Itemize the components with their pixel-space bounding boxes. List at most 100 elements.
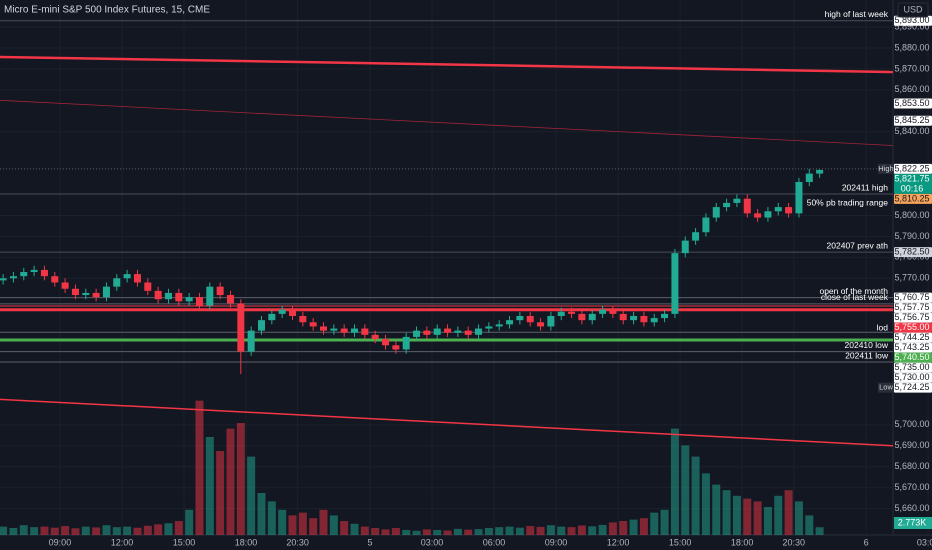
price-tag xyxy=(894,362,932,373)
y-tick-label: 5,670.00 xyxy=(894,482,929,492)
volume-bar xyxy=(319,509,328,535)
candle-body xyxy=(433,328,441,335)
candle-body xyxy=(661,313,669,319)
volume-bar xyxy=(185,509,194,535)
price-tag xyxy=(894,352,932,363)
volume-bar xyxy=(577,525,586,535)
candle-body xyxy=(444,328,452,333)
volume-bar xyxy=(763,507,772,535)
volume-bar xyxy=(691,456,700,535)
candle-body xyxy=(774,207,782,212)
volume-bar xyxy=(412,530,421,535)
price-tag-title: Low xyxy=(879,383,893,392)
candle-body xyxy=(175,292,183,302)
level-label: 50% pb trading range xyxy=(807,197,889,207)
x-tick-label: 12:00 xyxy=(607,537,630,547)
currency[interactable]: USD xyxy=(903,4,923,14)
volume-bar xyxy=(402,529,411,535)
volume-bar xyxy=(81,526,90,535)
volume-bar xyxy=(505,526,514,535)
candle-body xyxy=(361,328,369,335)
x-tick-label: 20:30 xyxy=(286,537,309,547)
volume-bar xyxy=(205,437,214,535)
volume-bar xyxy=(195,400,204,535)
price-tag-label: 5,724.25 xyxy=(894,382,929,392)
candles xyxy=(0,168,824,375)
volume-bar xyxy=(422,529,431,535)
candle-body xyxy=(743,198,751,214)
price-tag xyxy=(894,193,932,204)
candle-body xyxy=(423,330,431,335)
x-tick-label: 03:00 xyxy=(917,537,932,547)
volume-bar xyxy=(61,526,70,535)
level-label: 202411 high xyxy=(842,182,888,192)
candle-body xyxy=(681,240,689,254)
volume-bar xyxy=(526,526,535,535)
volume-bar xyxy=(143,525,152,535)
volume-bar xyxy=(350,523,359,535)
volume-bar xyxy=(794,501,803,535)
candle-body xyxy=(392,345,400,350)
candle-body xyxy=(185,297,193,302)
volume-bar xyxy=(629,519,638,535)
price-tag xyxy=(894,115,932,126)
volume-bar xyxy=(381,529,390,535)
grid xyxy=(0,0,928,535)
candle-body xyxy=(464,330,472,335)
candle-body xyxy=(247,330,255,352)
price-tag xyxy=(894,173,932,194)
trendline xyxy=(0,99,894,146)
candle-body xyxy=(454,330,462,333)
candle-body xyxy=(133,274,141,283)
price-tag-label: 5,757.75 xyxy=(894,302,929,312)
volume-bar xyxy=(515,527,524,535)
volume-bar xyxy=(340,521,349,535)
volume-bar xyxy=(608,522,617,535)
price-tag-label: 5,744.25 xyxy=(894,332,929,342)
x-tick-label: 5 xyxy=(368,537,373,547)
volume-bar xyxy=(722,490,731,535)
volume-bar xyxy=(588,526,597,535)
candle-body xyxy=(816,169,824,174)
volume-bar xyxy=(298,512,307,535)
x-tick-label: 6 xyxy=(864,537,869,547)
candle-body xyxy=(82,292,90,296)
x-tick-label: 20:30 xyxy=(783,537,806,547)
candle-body xyxy=(547,315,555,327)
price-tag xyxy=(894,312,932,323)
volume-bar xyxy=(133,527,142,535)
volume-bar xyxy=(226,428,235,535)
price-tag-title: High xyxy=(878,164,893,173)
volume-bar xyxy=(650,512,659,535)
y-tick-label: 5,890.00 xyxy=(894,21,929,31)
level-label: open of the month xyxy=(819,286,888,296)
candle-body xyxy=(568,311,576,314)
candle-body xyxy=(278,309,286,314)
level-label: close of last week xyxy=(821,292,889,302)
volume-bar xyxy=(732,495,741,535)
volume-bar xyxy=(474,529,483,535)
volume-bar xyxy=(267,501,276,535)
level-label: lod xyxy=(877,323,889,333)
volume-bar xyxy=(639,518,648,535)
candle-body xyxy=(195,297,203,306)
candle-body xyxy=(320,326,328,331)
volume-bar xyxy=(743,498,752,535)
axes: 5,890.00 5,880.00 5,870.00 5,860.00 5,840.00… xyxy=(49,15,932,547)
candle-body xyxy=(288,309,296,316)
price-tag xyxy=(894,292,932,303)
price-tag xyxy=(894,163,932,174)
level-label: 202410 low xyxy=(845,340,889,350)
candle-body xyxy=(113,278,121,287)
price-tag-label: 5,782.50 xyxy=(894,246,929,256)
volume-bar xyxy=(50,527,59,535)
candle-body xyxy=(588,313,596,321)
candle-body xyxy=(102,286,110,298)
price-tag-label: 5,810.25 xyxy=(894,193,929,203)
currency-box[interactable] xyxy=(897,2,929,18)
candle-body xyxy=(382,339,390,346)
candle-body xyxy=(71,288,79,296)
candle-body xyxy=(650,318,658,323)
candle-body xyxy=(237,303,245,352)
